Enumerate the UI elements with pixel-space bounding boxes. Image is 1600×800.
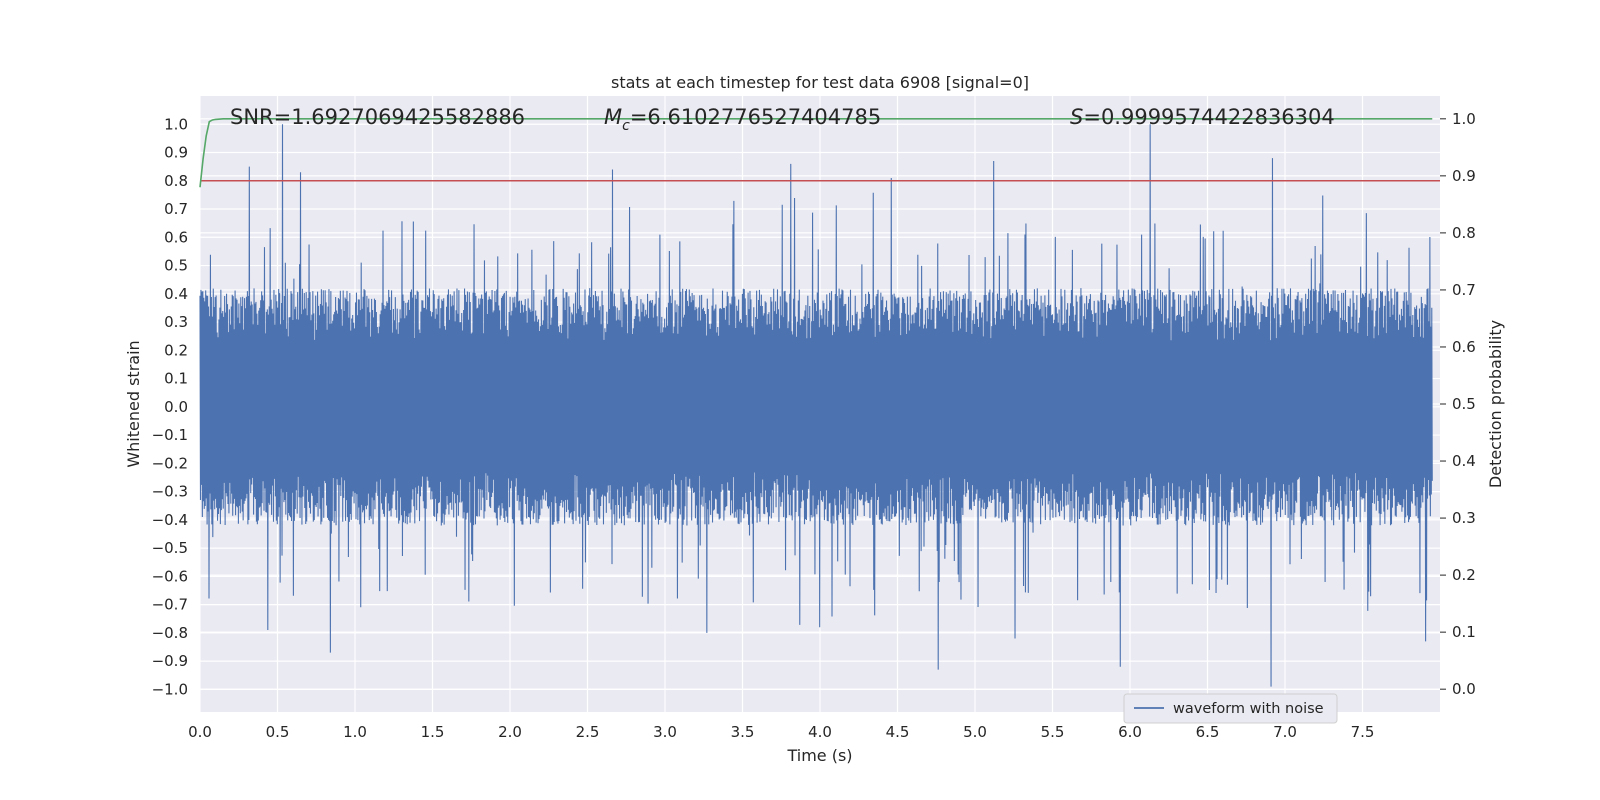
y2-tick-label-6: 0.4	[1452, 452, 1476, 470]
s-value: =0.9999574422836304	[1083, 105, 1334, 129]
x-tick-label-15: 7.5	[1351, 723, 1375, 741]
y-tick-label-13: −0.3	[152, 483, 188, 501]
mc-annotation: Mc=6.6102776527404785	[604, 105, 881, 134]
y-tick-label-3: 0.7	[164, 200, 188, 218]
y-tick-label-4: 0.6	[164, 228, 188, 246]
x-tick-label-7: 3.5	[731, 723, 755, 741]
y2-tick-label-7: 0.3	[1452, 509, 1476, 527]
s-symbol: S	[1070, 105, 1083, 129]
y-tick-label-0: 1.0	[164, 115, 188, 133]
x-tick-label-9: 4.5	[886, 723, 910, 741]
y2-tick-label-4: 0.6	[1452, 338, 1476, 356]
y-tick-label-16: −0.6	[152, 567, 188, 585]
probability-line	[199, 118, 1433, 188]
probability-series	[199, 118, 1433, 188]
x-tick-label-11: 5.5	[1041, 723, 1065, 741]
x-tick-label-3: 1.5	[421, 723, 445, 741]
x-tick-label-14: 7.0	[1273, 723, 1297, 741]
y-axis-label: Whitened strain	[124, 340, 143, 467]
y-tick-label-10: 0.0	[164, 398, 188, 416]
x-tick-label-2: 1.0	[343, 723, 367, 741]
y2-tick-labels: 1.0 0.9 0.8 0.7 0.6 0.5 0.4 0.3 0.2 0.1 0.0	[1440, 110, 1476, 698]
legend-label: waveform with noise	[1173, 701, 1324, 717]
x-tick-label-10: 5.0	[963, 723, 987, 741]
y-tick-label-20: −1.0	[152, 680, 188, 698]
y-tick-label-11: −0.1	[152, 426, 188, 444]
x-tick-label-13: 6.5	[1196, 723, 1220, 741]
y2-tick-label-3: 0.7	[1452, 281, 1476, 299]
x-tick-label-8: 4.0	[808, 723, 832, 741]
mc-subscript: c	[622, 118, 630, 134]
y2-axis-label: Detection probability	[1486, 320, 1505, 488]
y2-tick-label-8: 0.2	[1452, 566, 1476, 584]
y-tick-label-12: −0.2	[152, 454, 188, 472]
y-tick-label-15: −0.5	[152, 539, 188, 557]
y2-tick-label-1: 0.9	[1452, 167, 1476, 185]
y-tick-label-14: −0.4	[152, 511, 188, 529]
legend: waveform with noise	[1123, 693, 1338, 724]
y2-tick-label-5: 0.5	[1452, 395, 1476, 413]
y-tick-label-17: −0.7	[152, 596, 188, 614]
y2-tick-label-9: 0.1	[1452, 623, 1476, 641]
waveform-series	[199, 124, 1433, 687]
y-tick-label-18: −0.8	[152, 624, 188, 642]
x-tick-label-1: 0.5	[266, 723, 290, 741]
x-axis-label: Time (s)	[786, 746, 852, 765]
y2-tick-label-0: 1.0	[1452, 110, 1476, 128]
y-tick-label-7: 0.3	[164, 313, 188, 331]
x-tick-label-0: 0.0	[188, 723, 212, 741]
y-tick-label-9: 0.1	[164, 370, 188, 388]
y2-tick-label-10: 0.0	[1452, 680, 1476, 698]
waveform-line	[199, 124, 1433, 687]
legend-box	[1123, 693, 1338, 724]
x-tick-label-6: 3.0	[653, 723, 677, 741]
y2-tick-label-2: 0.8	[1452, 224, 1476, 242]
x-tick-labels: 0.0 0.5 1.0 1.5 2.0 2.5 3.0 3.5 4.0 4.5 5.0 5.5 6.0 6…	[188, 723, 1374, 741]
snr-annotation: SNR=1.6927069425582886	[230, 105, 525, 129]
y-tick-label-1: 0.9	[164, 144, 188, 162]
mc-value: =6.6102776527404785	[630, 105, 881, 129]
y-tick-label-6: 0.4	[164, 285, 188, 303]
x-tick-label-5: 2.5	[576, 723, 600, 741]
y-tick-label-8: 0.2	[164, 341, 188, 359]
s-annotation: S=0.9999574422836304	[1070, 105, 1335, 129]
y-tick-labels: 1.0 0.9 0.8 0.7 0.6 0.5 0.4 0.3 0.2 0.1 0.0 −0.1 −0.…	[152, 115, 188, 698]
y-tick-label-5: 0.5	[164, 257, 188, 275]
x-tick-label-12: 6.0	[1118, 723, 1142, 741]
chart-title: stats at each timestep for test data 690…	[611, 73, 1029, 92]
x-tick-label-4: 2.0	[498, 723, 522, 741]
y-tick-label-2: 0.8	[164, 172, 188, 190]
y-tick-label-19: −0.9	[152, 652, 188, 670]
mc-symbol: M	[604, 105, 622, 129]
